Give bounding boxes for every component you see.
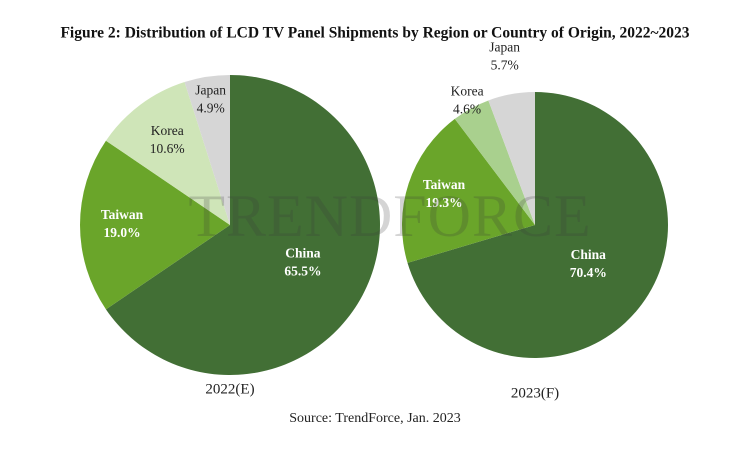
slice-label: China: [285, 246, 321, 261]
pie-caption: 2022(E): [205, 381, 254, 397]
slice-label: China: [571, 247, 607, 262]
slice-value: 4.6%: [453, 102, 481, 117]
pie-slice: [401, 118, 535, 263]
pies: China 65.5% Taiwan 19.0% Korea 10.6% Japan 4.9%…: [80, 40, 668, 401]
pie-slice: [407, 92, 668, 359]
slice-label: Japan: [195, 83, 226, 98]
source-note: Source: TrendForce, Jan. 2023: [289, 411, 461, 426]
slice-value: 70.4%: [570, 265, 607, 280]
slice-label: Korea: [451, 84, 484, 99]
slice-value: 19.3%: [425, 195, 462, 210]
slice-label: Taiwan: [101, 207, 144, 222]
slice-value: 10.6%: [150, 141, 185, 156]
slice-label: Taiwan: [423, 177, 466, 192]
pie-slice: [105, 75, 380, 375]
slice-value: 19.0%: [103, 225, 140, 240]
pie-slice: [105, 82, 230, 225]
pie-slice: [454, 100, 535, 225]
figure-title: Figure 2: Distribution of LCD TV Panel S…: [60, 25, 689, 42]
slice-value: 5.7%: [491, 58, 519, 73]
watermark: TRENDFORCE: [188, 183, 591, 249]
pie-slice: [488, 92, 535, 225]
slice-value: 65.5%: [284, 264, 321, 279]
pie-slice: [80, 140, 230, 310]
slice-value: 4.9%: [197, 101, 225, 116]
slice-label: Japan: [489, 40, 520, 55]
pie-caption: 2023(F): [511, 385, 559, 401]
slice-label: Korea: [151, 123, 184, 138]
pie-slice: [184, 75, 230, 225]
